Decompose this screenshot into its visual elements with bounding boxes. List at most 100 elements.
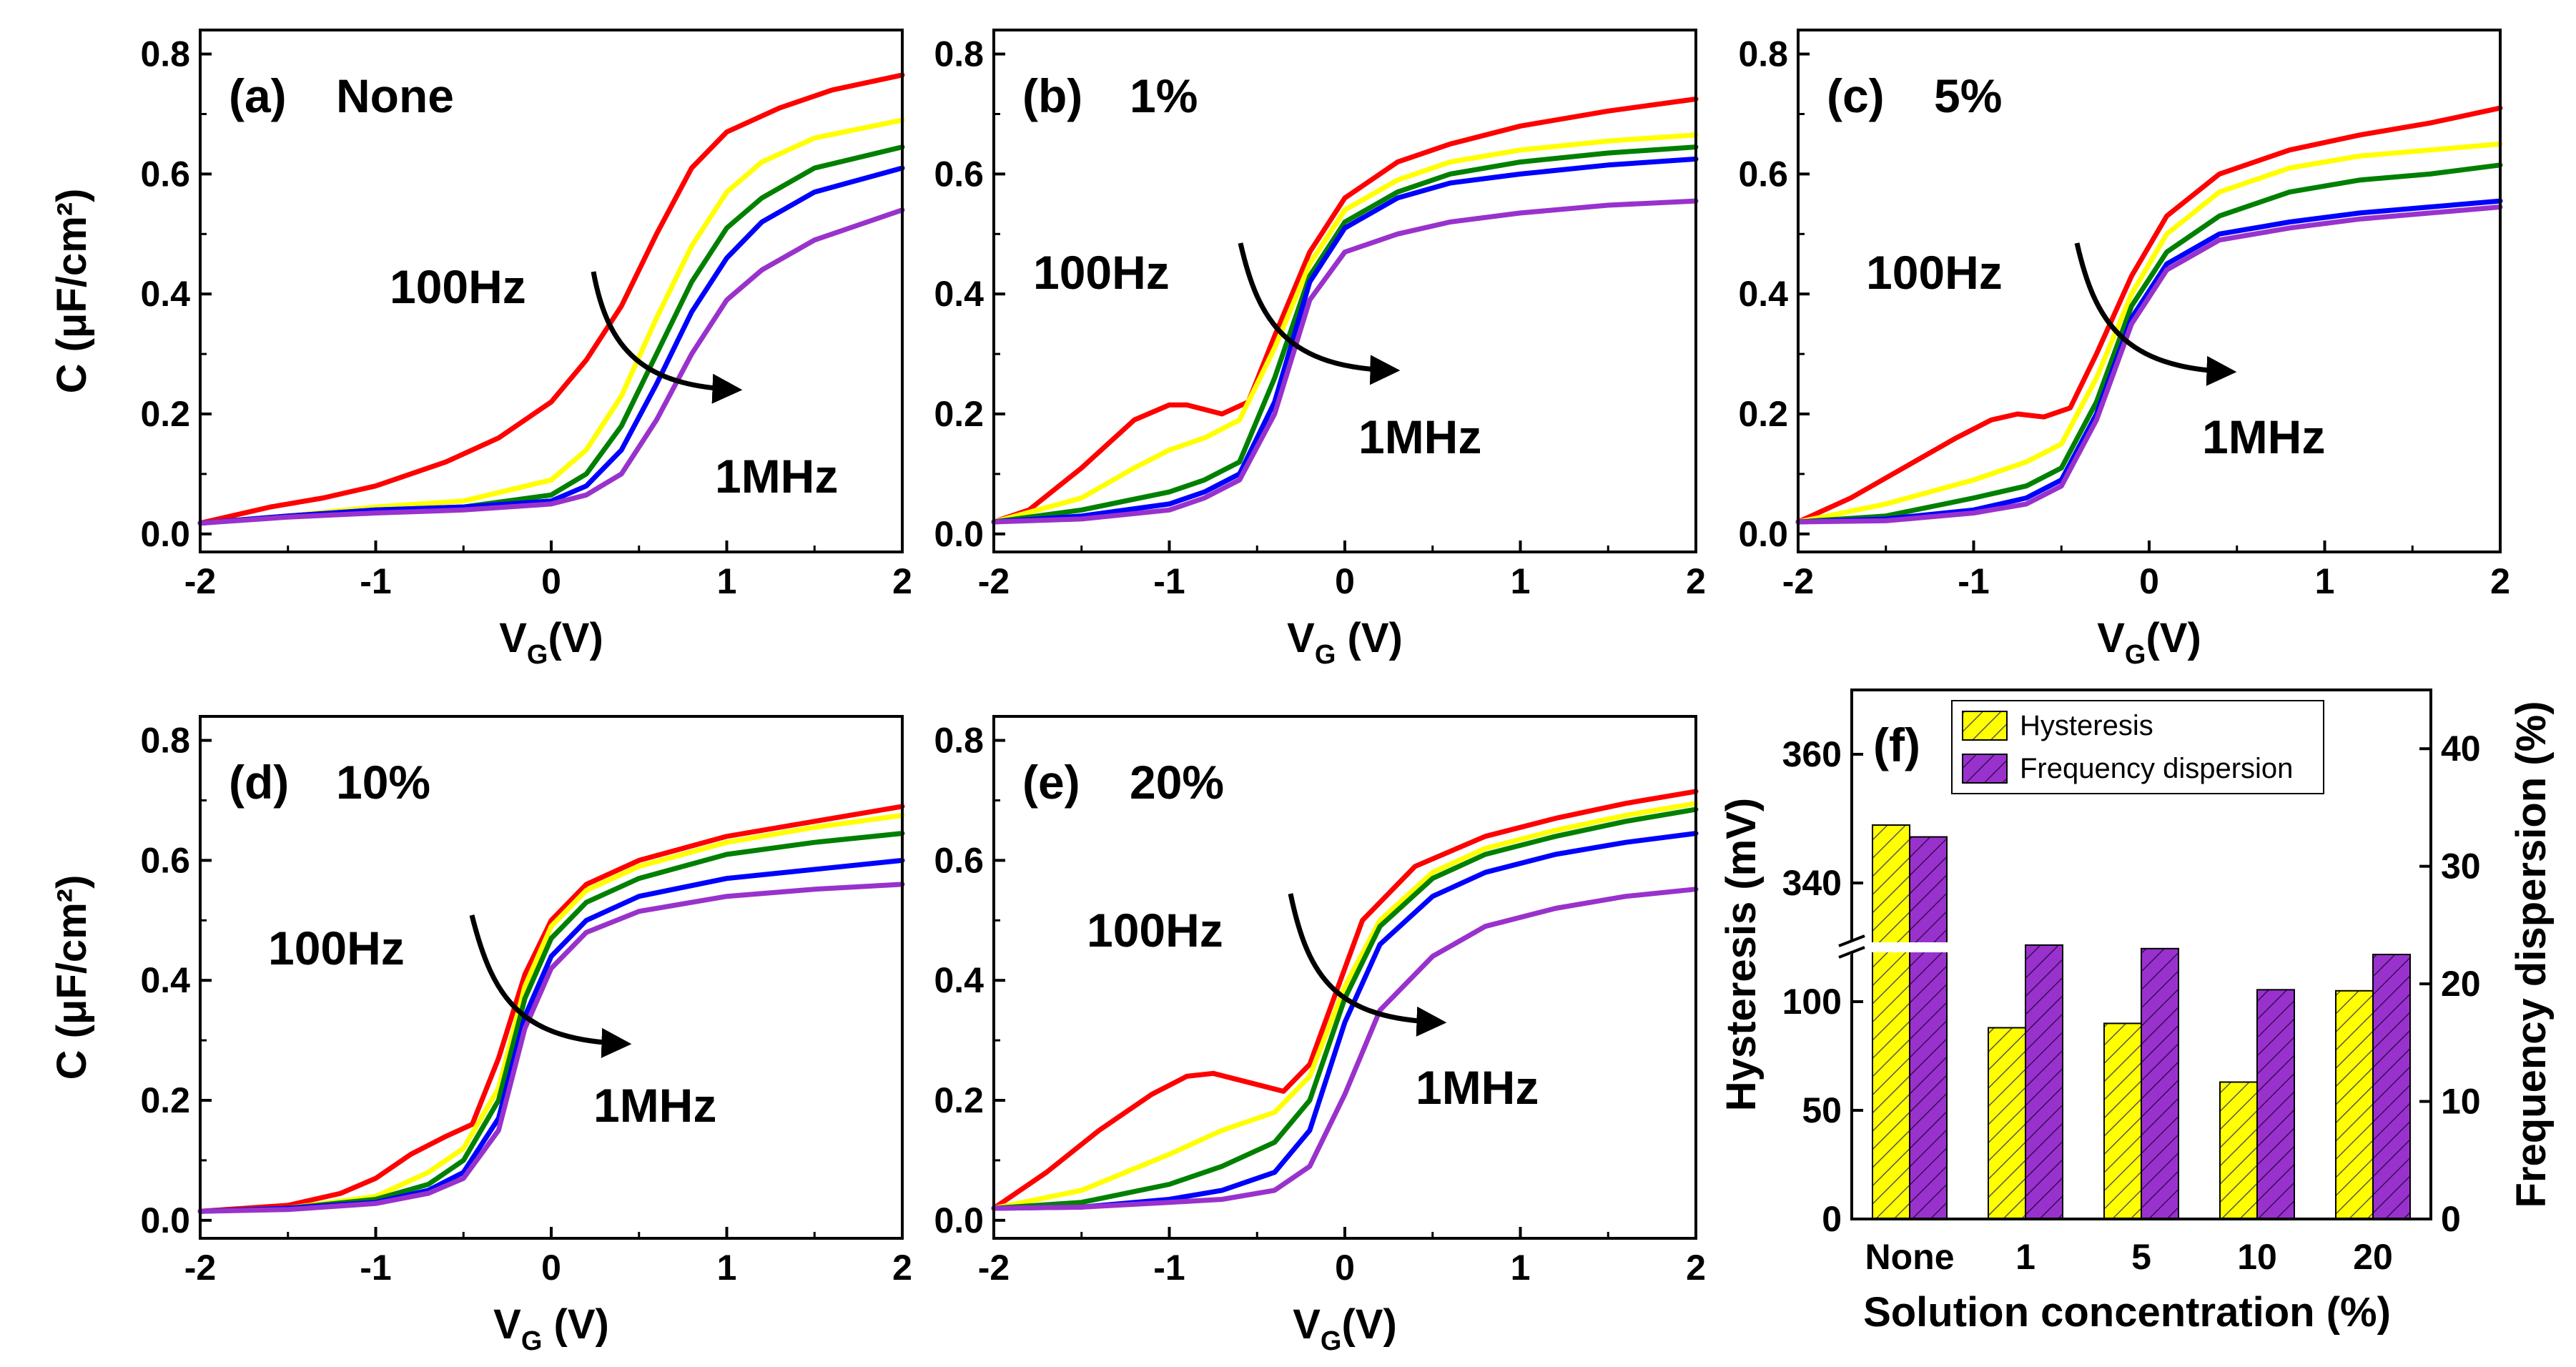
y-tick-label: 0.0 (1738, 514, 1788, 554)
y-tick-label: 0.0 (934, 514, 984, 554)
y-axis-label: C (μF/cm²) (49, 189, 95, 394)
legend-swatch-frequency-dispersion (1962, 754, 2008, 784)
bar-frequency-dispersion-5 (2141, 947, 2179, 1220)
annotation-start: 100Hz (268, 922, 405, 974)
series-line-100kHz (991, 156, 1699, 525)
series-line-1MHz (991, 887, 1699, 1211)
y-tick-label: 0.6 (1738, 154, 1788, 194)
panel-2: -2 -1 0 1 2 0.0 0.2 0.4 0.6 0.8 (c) 5% 100Hz 1MHz VG(V… (1738, 29, 2510, 670)
series-line-100Hz (197, 804, 905, 1214)
y-tick-label: 0.2 (934, 1080, 984, 1120)
annotation-start: 100Hz (1866, 246, 2003, 299)
x-tick-label: 10 (2237, 1237, 2277, 1277)
series-line-1MHz (1795, 204, 2503, 525)
series-line-100kHz (1795, 198, 2503, 525)
series-line-1MHz (197, 207, 905, 526)
frequency-arrow (591, 271, 743, 404)
panel-f: None 1 5 10 20 0 50 100 340 360 0 10 20 30 40 (f) Hyster… (1718, 689, 2555, 1336)
frequency-arrow (1288, 893, 1447, 1037)
x-tick-label: 2 (2490, 561, 2510, 601)
x-tick-label: 2 (1686, 1248, 1706, 1288)
axis-break-mark (1838, 946, 1865, 959)
x-tick-label: 2 (1686, 561, 1706, 601)
annotation-start: 100Hz (1087, 904, 1223, 957)
panel-label: (f) (1873, 719, 1920, 771)
y-tick-label: 0.8 (1738, 34, 1788, 74)
y-tick-label: 0.8 (140, 34, 190, 74)
bar-frequency-dispersion-1 (2025, 944, 2063, 1220)
series-line-100Hz (991, 97, 1699, 525)
x-tick-label: 0 (2139, 561, 2159, 601)
y-tick-label: 0.8 (140, 721, 190, 761)
x-tick-label: 1 (1511, 561, 1531, 601)
panel-label: (e) (1022, 756, 1080, 809)
series-line-100Hz (1795, 105, 2503, 525)
plot-frame (199, 715, 904, 1240)
series-line-100Hz (991, 789, 1699, 1211)
series-line-100kHz (991, 831, 1699, 1211)
x-axis-label: VG(V) (2097, 615, 2201, 670)
frequency-arrow (2074, 242, 2237, 386)
panel-label: (a) (229, 69, 287, 122)
y-tick-label: 0.0 (140, 514, 190, 554)
panel-title: 10% (336, 756, 430, 809)
x-tick-label: -2 (184, 1248, 216, 1288)
legend-swatch-hysteresis (1962, 711, 2008, 741)
legend-box (1951, 700, 2324, 794)
y-tick-label: 0.0 (934, 1200, 984, 1240)
x-axis-label: Solution concentration (%) (1863, 1289, 2391, 1336)
x-tick-label: 20 (2353, 1237, 2393, 1277)
x-tick-label: 0 (541, 561, 561, 601)
axis-break-gap (1834, 942, 1948, 952)
x-tick-label: -1 (360, 561, 391, 601)
y-tick-label: 0.8 (934, 721, 984, 761)
plot-frame (992, 715, 1697, 1240)
x-tick-label: 0 (1335, 1248, 1355, 1288)
x-tick-label: 2 (892, 1248, 912, 1288)
x-tick-label: -1 (1958, 561, 1989, 601)
x-tick-label: 0 (541, 1248, 561, 1288)
y-tick-label: 0.4 (140, 274, 190, 314)
series-line-10kHz (991, 144, 1699, 525)
right-y-tick-label: 10 (2441, 1082, 2481, 1122)
y-tick-label: 0.2 (1738, 394, 1788, 434)
series-line-1MHz (991, 198, 1699, 525)
panel-title: 1% (1130, 69, 1198, 122)
annotation-end: 1MHz (1416, 1061, 1539, 1114)
panel-label: (b) (1022, 69, 1082, 122)
bar-hysteresis-5 (2103, 1022, 2142, 1220)
right-y-tick-label: 30 (2441, 847, 2481, 887)
x-tick-label: 5 (2131, 1237, 2151, 1277)
series-line-10kHz (197, 831, 905, 1214)
x-tick-label: -2 (184, 561, 216, 601)
annotation-end: 1MHz (1358, 410, 1481, 463)
left-y-axis-label: Hysteresis (mV) (1718, 798, 1765, 1111)
x-axis-label: VG(V) (1293, 1301, 1397, 1356)
y-tick-label: 0.4 (934, 274, 984, 314)
x-axis-label: VG (V) (1287, 615, 1403, 670)
panel-title: None (336, 69, 454, 122)
y-axis-label: C (μF/cm²) (49, 875, 95, 1080)
x-tick-label: -2 (978, 1248, 1010, 1288)
left-y-tick-label: 340 (1782, 863, 1842, 903)
series-line-100kHz (197, 165, 905, 526)
y-tick-label: 0.6 (140, 154, 190, 194)
y-tick-label: 0.8 (934, 34, 984, 74)
left-y-tick-label: 50 (1802, 1090, 1842, 1130)
series-line-100Hz (197, 72, 905, 526)
series-line-1kHz (197, 117, 905, 526)
bar-frequency-dispersion-20 (2372, 954, 2411, 1220)
x-tick-label: 0 (1335, 561, 1355, 601)
bar-hysteresis-10 (2219, 1081, 2258, 1220)
y-tick-label: 0.4 (140, 960, 190, 1000)
annotation-end: 1MHz (2202, 410, 2325, 463)
series-line-10kHz (991, 806, 1699, 1211)
y-tick-label: 0.4 (934, 960, 984, 1000)
x-tick-label: 1 (2315, 561, 2335, 601)
series-line-1kHz (1795, 141, 2503, 525)
left-y-tick-label: 100 (1782, 982, 1842, 1022)
x-tick-label: 1 (717, 1248, 737, 1288)
bar-frequency-dispersion-None (1909, 836, 1948, 1220)
left-y-tick-label: 0 (1822, 1199, 1842, 1239)
panel-label: (c) (1827, 69, 1885, 122)
